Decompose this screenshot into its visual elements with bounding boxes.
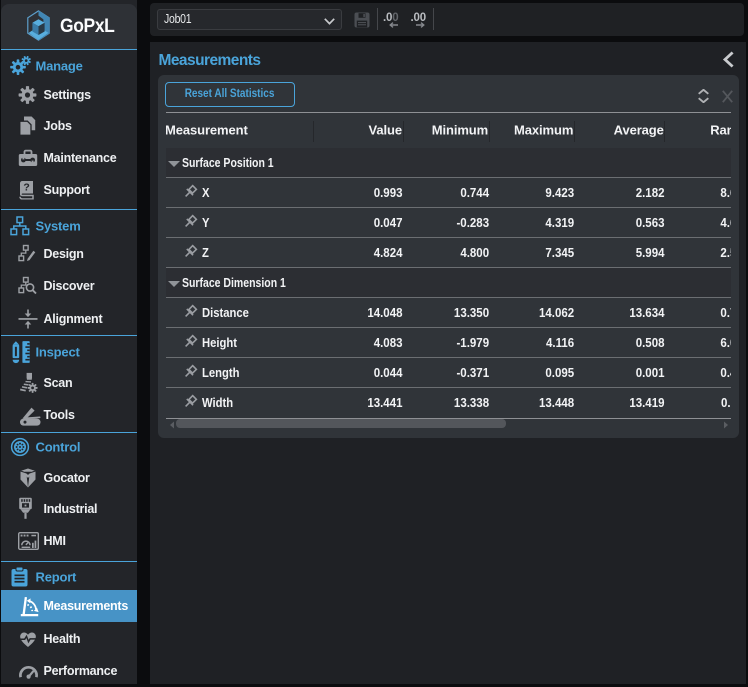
svg-text:?: ? (23, 182, 29, 194)
